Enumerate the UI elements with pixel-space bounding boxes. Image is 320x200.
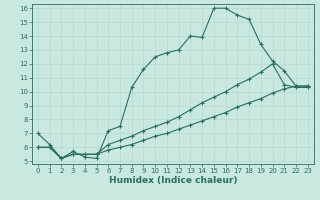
X-axis label: Humidex (Indice chaleur): Humidex (Indice chaleur) — [108, 176, 237, 185]
